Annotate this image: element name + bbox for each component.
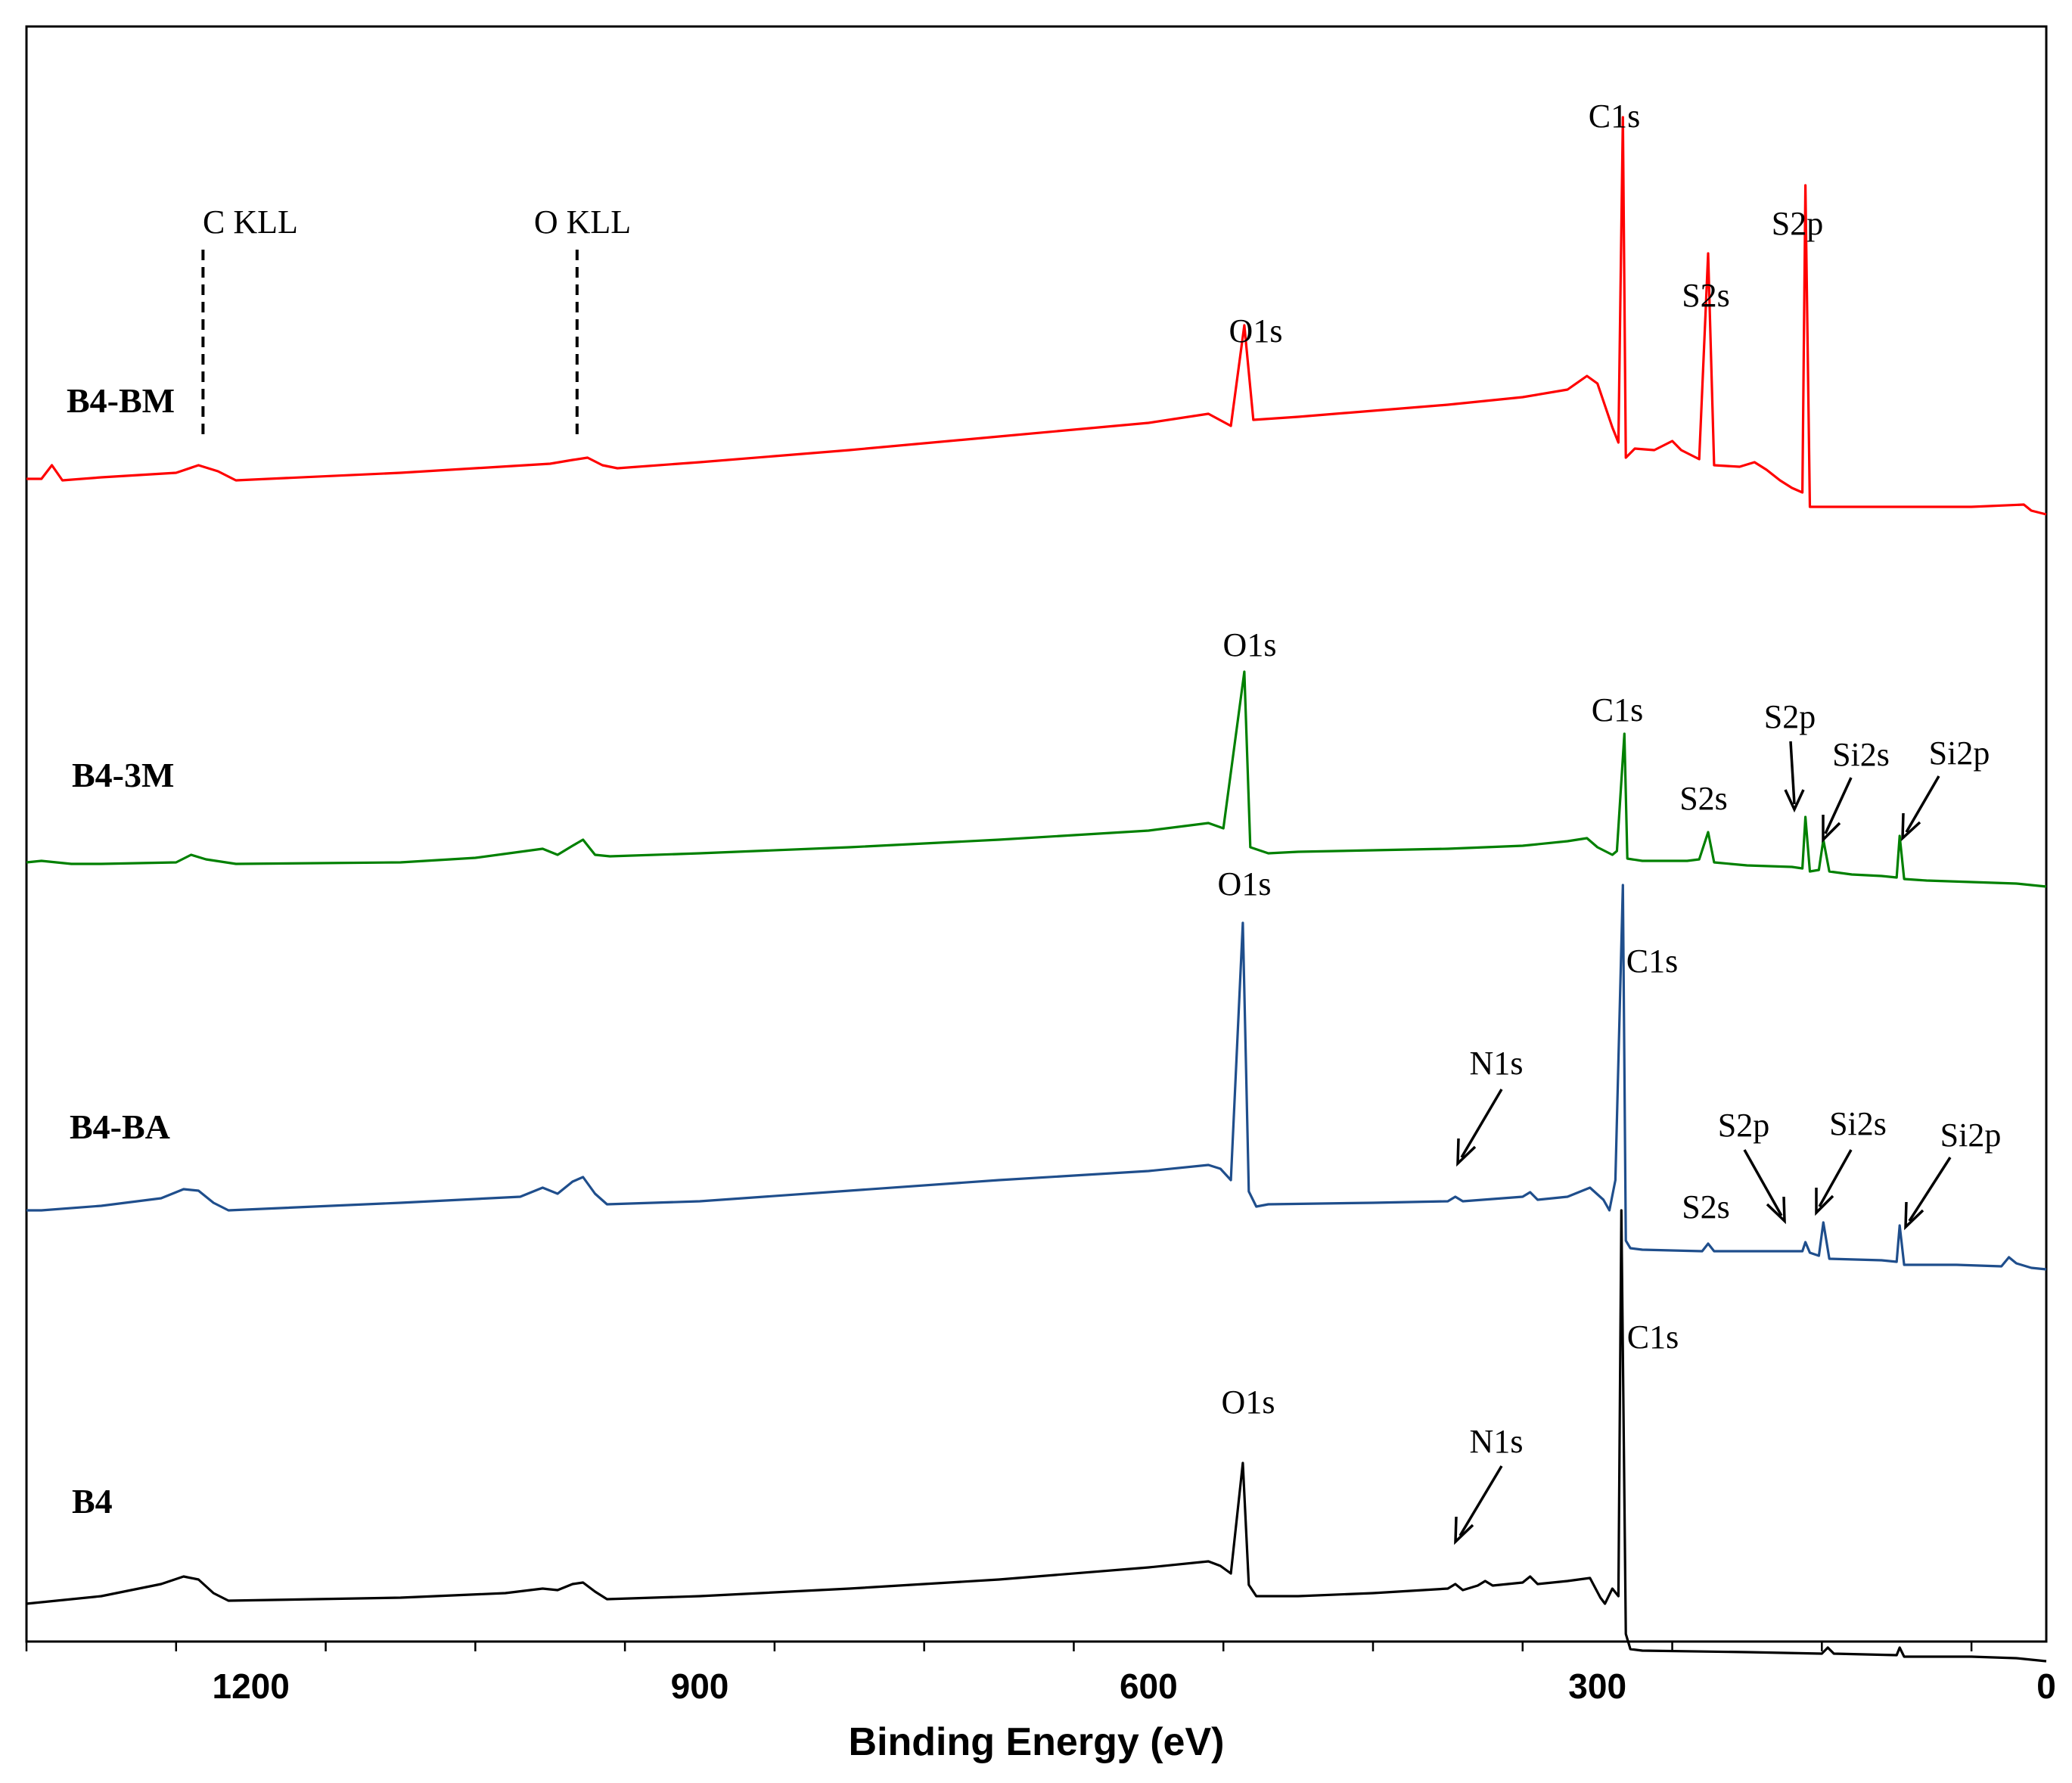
arrow-3m-si2s-head	[1822, 815, 1841, 843]
peak-label-3m-s2s: S2s	[1679, 780, 1728, 817]
peak-label-ba-c1s: C1s	[1626, 943, 1678, 980]
peak-label-ba-si2p: Si2p	[1940, 1117, 2002, 1154]
arrow-b4-n1s-head	[1454, 1516, 1474, 1545]
ref-label-c-kll: C KLL	[203, 203, 298, 241]
arrow-3m-si2p	[1905, 775, 1940, 833]
arrow-ba-n1s-head	[1456, 1138, 1477, 1167]
arrow-ba-si2p-head	[1904, 1201, 1924, 1231]
peak-label-3m-o1s: O1s	[1223, 626, 1277, 663]
peak-label-ba-o1s: O1s	[1218, 865, 1272, 902]
peak-label-bm-c1s: C1s	[1589, 98, 1640, 135]
arrow-ba-n1s	[1460, 1089, 1503, 1158]
arrow-ba-si2p	[1908, 1157, 1952, 1222]
arrow-3m-s2p	[1789, 741, 1796, 805]
series-layer	[26, 116, 2047, 1663]
x-tick-label: 300	[1568, 1667, 1626, 1706]
arrow-3m-si2p-head	[1901, 812, 1921, 842]
ref-label-o-kll: O KLL	[534, 203, 631, 241]
peak-label-bm-s2s: S2s	[1682, 277, 1730, 314]
plot-frame	[25, 25, 2048, 1643]
peak-label-3m-si2s: Si2s	[1832, 736, 1890, 773]
peak-label-3m-c1s: C1s	[1592, 691, 1643, 728]
arrow-b4-n1s	[1458, 1465, 1503, 1536]
arrow-ba-s2p	[1743, 1149, 1783, 1216]
arrow-3m-si2s	[1824, 777, 1853, 834]
x-tick-label: 900	[671, 1667, 729, 1706]
series-line-b4-bm	[26, 116, 2047, 516]
series-label-b4-ba: B4-BA	[70, 1107, 170, 1146]
arrow-ba-si2s-head	[1815, 1188, 1834, 1216]
x-axis-title: Binding Energy (eV)	[849, 1720, 1225, 1764]
peak-label-ba-s2s: S2s	[1682, 1188, 1730, 1225]
series-label-b4-bm: B4-BM	[67, 381, 175, 420]
series-line-b4-3m	[26, 670, 2047, 888]
peak-label-b4-c1s: C1s	[1627, 1319, 1679, 1356]
peak-label-b4-o1s: O1s	[1222, 1384, 1275, 1421]
series-label-b4-3m: B4-3M	[72, 756, 174, 794]
peak-arrows	[1454, 741, 1952, 1545]
arrow-ba-s2p-head	[1766, 1196, 1786, 1225]
x-tick-label: 600	[1120, 1667, 1178, 1706]
annotations	[201, 250, 579, 439]
peak-label-3m-s2p: S2p	[1764, 698, 1816, 735]
peak-label-b4-n1s: N1s	[1470, 1423, 1524, 1460]
series-line-b4-ba	[26, 884, 2047, 1271]
peak-label-bm-o1s: O1s	[1229, 312, 1283, 349]
peak-label-bm-s2p: S2p	[1772, 205, 1823, 242]
peak-label-ba-si2s: Si2s	[1829, 1105, 1887, 1142]
x-tick-label: 0	[2036, 1667, 2056, 1706]
peak-label-ba-s2p: S2p	[1718, 1107, 1769, 1144]
peak-label-3m-si2p: Si2p	[1929, 735, 1990, 772]
x-axis-ticks: 1200 900 600 300 0	[25, 1642, 2056, 1706]
x-tick-label: 1200	[212, 1667, 289, 1706]
series-label-b4: B4	[72, 1482, 113, 1521]
arrow-3m-s2p-head	[1784, 789, 1805, 813]
peak-label-ba-n1s: N1s	[1470, 1045, 1524, 1082]
arrow-ba-si2s	[1818, 1149, 1853, 1207]
series-line-b4	[26, 1209, 2047, 1663]
